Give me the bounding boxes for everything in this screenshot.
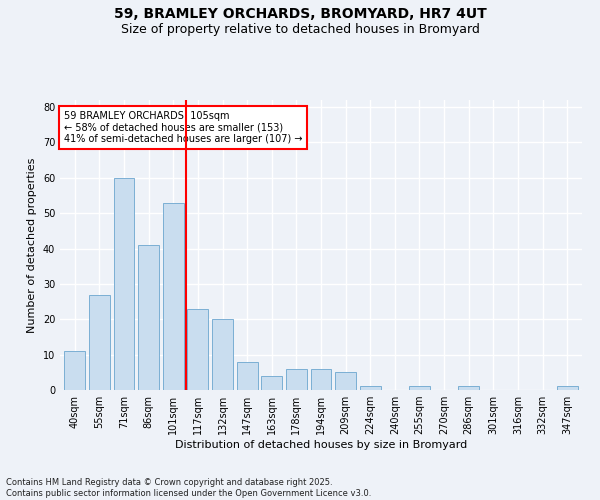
Bar xyxy=(557,386,578,390)
Bar xyxy=(261,376,282,390)
Bar xyxy=(360,386,381,390)
Bar xyxy=(458,386,479,390)
Text: Size of property relative to detached houses in Bromyard: Size of property relative to detached ho… xyxy=(121,22,479,36)
Bar xyxy=(113,178,134,390)
Text: 59, BRAMLEY ORCHARDS, BROMYARD, HR7 4UT: 59, BRAMLEY ORCHARDS, BROMYARD, HR7 4UT xyxy=(113,8,487,22)
Bar xyxy=(64,351,85,390)
Bar xyxy=(187,308,208,390)
Y-axis label: Number of detached properties: Number of detached properties xyxy=(27,158,37,332)
Bar xyxy=(409,386,430,390)
Bar xyxy=(335,372,356,390)
Bar xyxy=(138,245,159,390)
Bar xyxy=(236,362,257,390)
Bar xyxy=(311,369,331,390)
Bar xyxy=(286,369,307,390)
Bar xyxy=(89,294,110,390)
X-axis label: Distribution of detached houses by size in Bromyard: Distribution of detached houses by size … xyxy=(175,440,467,450)
Bar xyxy=(212,320,233,390)
Text: Contains HM Land Registry data © Crown copyright and database right 2025.
Contai: Contains HM Land Registry data © Crown c… xyxy=(6,478,371,498)
Text: 59 BRAMLEY ORCHARDS: 105sqm
← 58% of detached houses are smaller (153)
41% of se: 59 BRAMLEY ORCHARDS: 105sqm ← 58% of det… xyxy=(64,110,302,144)
Bar xyxy=(163,202,184,390)
